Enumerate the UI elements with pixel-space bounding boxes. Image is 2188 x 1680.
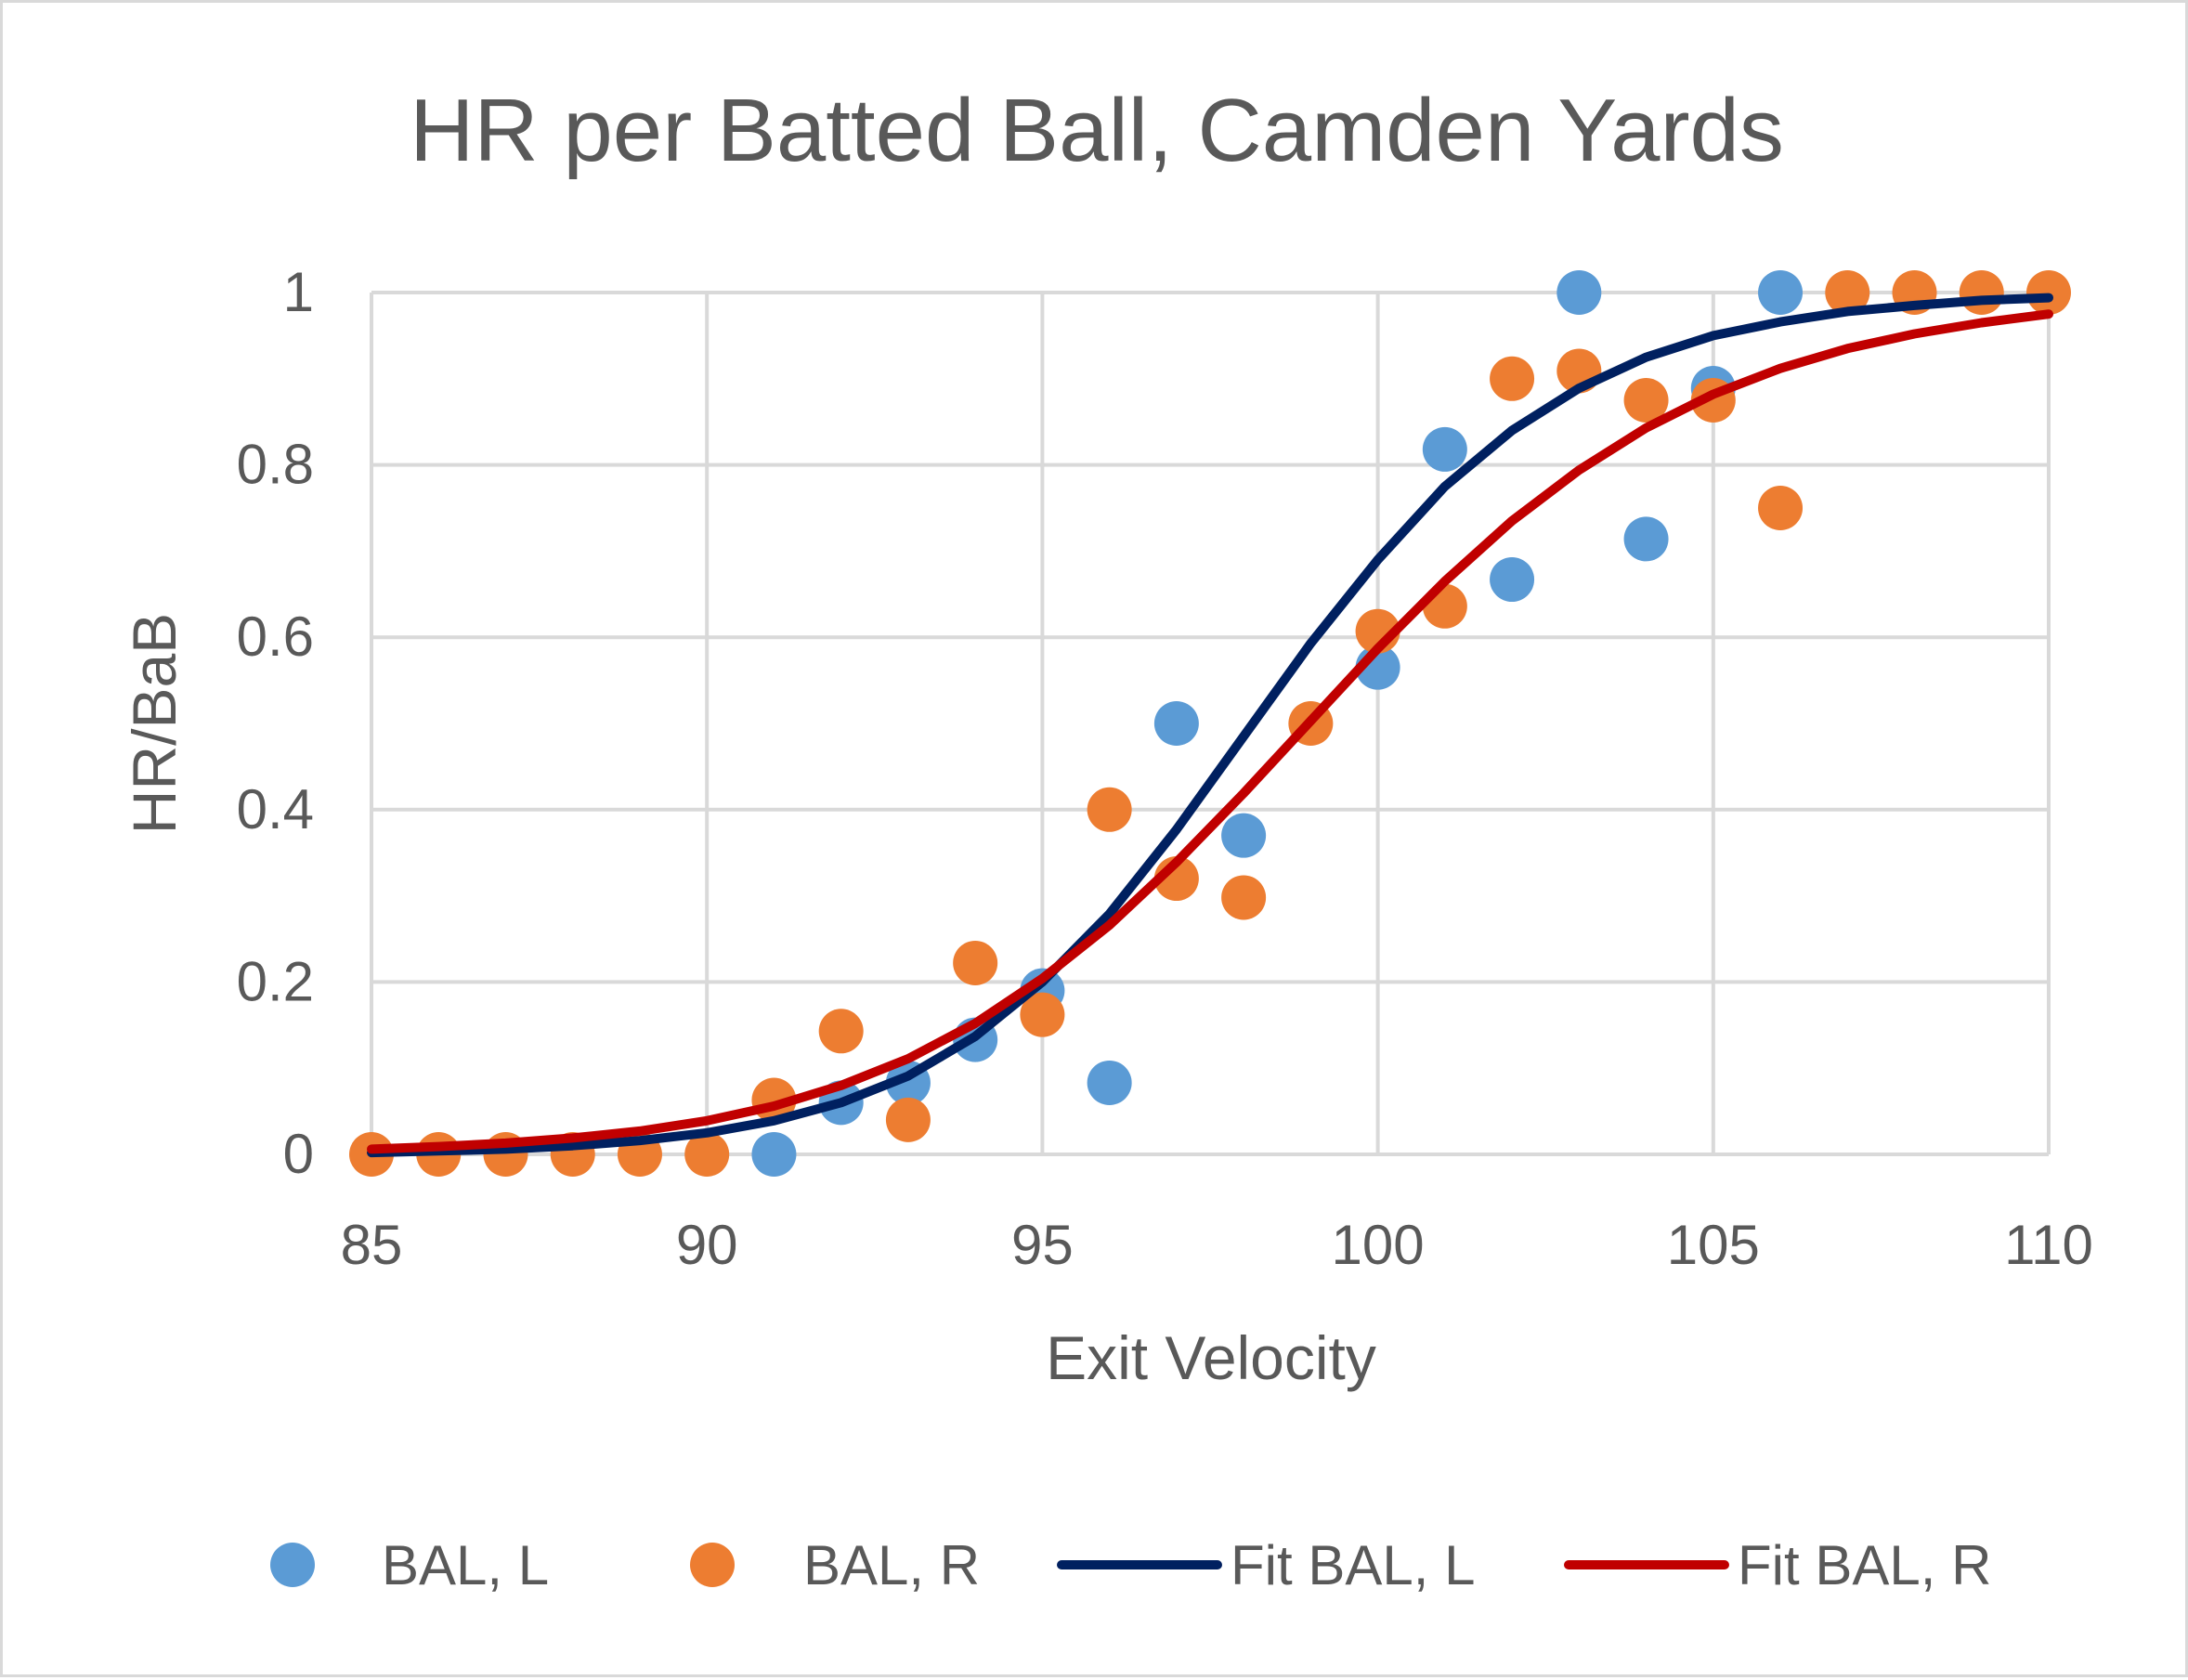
x-tick-label: 85 — [341, 1214, 403, 1276]
x-tick-label: 105 — [1667, 1214, 1760, 1276]
point-bal-r — [885, 1097, 931, 1142]
y-tick-label: 0.8 — [237, 434, 314, 496]
legend: BAL, L BAL, R Fit BAL, L Fit BAL, R — [270, 1534, 1991, 1596]
point-bal-l — [1087, 1060, 1132, 1105]
point-bal-r — [1959, 270, 2004, 315]
plot-area — [349, 270, 2071, 1177]
chart-svg: HR per Batted Ball, Camden Yards 0 0.2 0.4… — [120, 81, 2093, 1596]
point-bal-r — [953, 940, 998, 985]
point-bal-r — [1221, 875, 1267, 920]
legend-label: BAL, L — [382, 1534, 549, 1596]
legend-item-bal-r: BAL, R — [690, 1534, 980, 1596]
point-bal-l — [751, 1132, 797, 1177]
point-bal-r — [684, 1132, 730, 1177]
x-tick-label: 95 — [1011, 1214, 1074, 1276]
point-bal-l — [1490, 557, 1535, 603]
point-bal-r — [1020, 992, 1065, 1037]
x-axis-title: Exit Velocity — [1046, 1323, 1376, 1392]
point-bal-r — [818, 1009, 864, 1054]
point-bal-r — [2026, 270, 2071, 315]
point-bal-l — [1153, 701, 1199, 746]
y-tick-label: 0 — [283, 1123, 314, 1185]
legend-label: Fit BAL, R — [1738, 1534, 1991, 1596]
point-bal-l — [1422, 426, 1467, 472]
line-fit-bal-l — [367, 293, 2053, 1158]
line-fit-bal-r — [367, 309, 2053, 1154]
y-tick-label: 0.4 — [237, 778, 314, 840]
legend-label: Fit BAL, L — [1231, 1534, 1475, 1596]
axis-ticks: 0 0.2 0.4 0.6 0.8 1 85 90 95 100 105 110 — [237, 261, 2093, 1276]
x-tick-label: 100 — [1332, 1214, 1425, 1276]
series-bal-r — [349, 270, 2071, 1177]
legend-item-fit-bal-l: Fit BAL, L — [1057, 1534, 1475, 1596]
x-tick-label: 90 — [676, 1214, 738, 1276]
legend-item-fit-bal-r: Fit BAL, R — [1564, 1534, 1991, 1596]
legend-marker — [690, 1543, 735, 1587]
gridlines — [370, 291, 2051, 1156]
y-tick-label: 0.2 — [237, 950, 314, 1012]
point-bal-l — [1221, 813, 1267, 858]
legend-marker — [270, 1543, 315, 1587]
point-bal-r — [1825, 270, 1870, 315]
point-bal-l — [1758, 270, 1804, 315]
point-bal-r — [1087, 787, 1132, 832]
point-bal-r — [1490, 356, 1535, 401]
legend-item-bal-l: BAL, L — [270, 1534, 549, 1596]
y-tick-label: 0.6 — [237, 606, 314, 668]
y-tick-label: 1 — [283, 261, 314, 323]
point-bal-l — [1623, 516, 1669, 562]
point-bal-r — [1623, 378, 1669, 423]
legend-label: BAL, R — [803, 1534, 980, 1596]
point-bal-l — [1556, 270, 1602, 315]
x-tick-label: 110 — [2004, 1214, 2093, 1276]
chart-title: HR per Batted Ball, Camden Yards — [410, 81, 1784, 180]
y-axis-title: HR/BaB — [120, 613, 189, 834]
point-bal-r — [1758, 486, 1804, 530]
